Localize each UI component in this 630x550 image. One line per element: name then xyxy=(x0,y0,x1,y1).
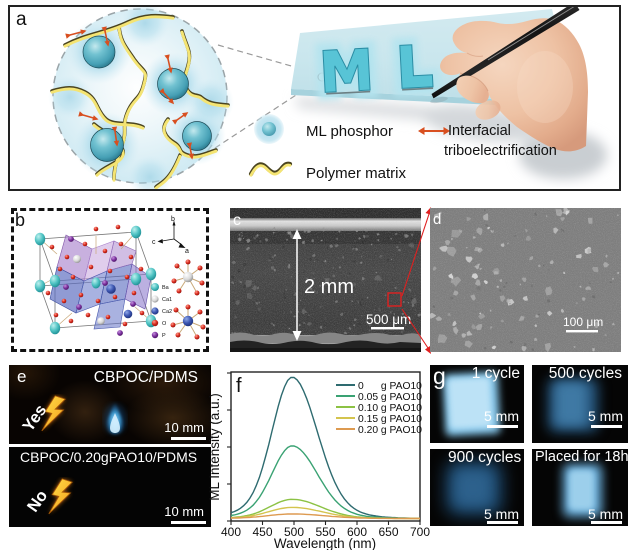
svg-text:c: c xyxy=(233,212,241,229)
svg-text:0.15 g PAO10: 0.15 g PAO10 xyxy=(358,414,422,425)
svg-text:0 g PAO10: 0 g PAO10 xyxy=(358,381,422,392)
svg-text:550: 550 xyxy=(315,525,335,539)
svg-text:O: O xyxy=(162,321,167,327)
svg-text:a: a xyxy=(185,248,189,255)
svg-text:b: b xyxy=(171,216,175,223)
svg-text:450: 450 xyxy=(252,525,272,539)
svg-text:0.20 g PAO10: 0.20 g PAO10 xyxy=(358,425,422,436)
svg-text:Ca2: Ca2 xyxy=(162,309,172,315)
svg-text:100 μm: 100 μm xyxy=(563,315,603,329)
svg-text:Wavelength (nm): Wavelength (nm) xyxy=(274,536,376,550)
svg-text:2 mm: 2 mm xyxy=(304,276,354,298)
svg-text:Ba: Ba xyxy=(162,285,170,291)
svg-text:P: P xyxy=(162,333,166,339)
svg-text:f: f xyxy=(236,375,242,397)
svg-text:600: 600 xyxy=(347,525,367,539)
svg-text:ML Intensity (a.u.): ML Intensity (a.u.) xyxy=(207,393,222,501)
svg-text:c: c xyxy=(152,239,156,246)
svg-text:500: 500 xyxy=(284,525,304,539)
svg-text:0.05 g PAO10: 0.05 g PAO10 xyxy=(358,392,422,403)
svg-text:d: d xyxy=(433,211,441,228)
svg-text:650: 650 xyxy=(378,525,398,539)
svg-text:700: 700 xyxy=(410,525,430,539)
svg-text:Ca1: Ca1 xyxy=(162,297,172,303)
svg-text:0.10 g PAO10: 0.10 g PAO10 xyxy=(358,403,422,414)
svg-text:400: 400 xyxy=(221,525,241,539)
svg-text:500 μm: 500 μm xyxy=(366,312,411,327)
